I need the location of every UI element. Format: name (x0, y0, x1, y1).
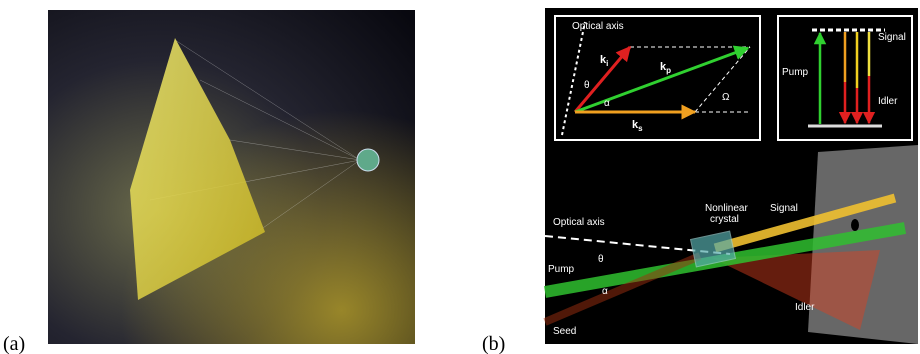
pump-label: Pump (782, 67, 809, 78)
pump-label: Pump (548, 264, 575, 275)
figure: (a) (b) Optical axis ki kp ks θ α Ω Pump… (0, 0, 920, 354)
axis-label: Optical axis (572, 21, 624, 32)
idler-label: Idler (795, 302, 815, 313)
signal-label: Signal (878, 32, 906, 43)
axis-label: Optical axis (553, 217, 605, 228)
panel-label: (b) (482, 333, 505, 354)
theta: θ (598, 254, 604, 265)
alpha: α (604, 98, 610, 109)
page: (a) (b) Optical axis ki kp ks θ α Ω Pump… (0, 0, 920, 354)
theta: θ (584, 80, 590, 91)
planet (357, 149, 379, 171)
omega: Ω (722, 92, 730, 103)
idler-label: Idler (878, 96, 898, 107)
alpha: α (602, 286, 608, 297)
seed-label: Seed (553, 326, 576, 337)
screen-hole (851, 219, 859, 231)
panel-label: (a) (3, 333, 25, 354)
signal-label: Signal (770, 203, 798, 214)
